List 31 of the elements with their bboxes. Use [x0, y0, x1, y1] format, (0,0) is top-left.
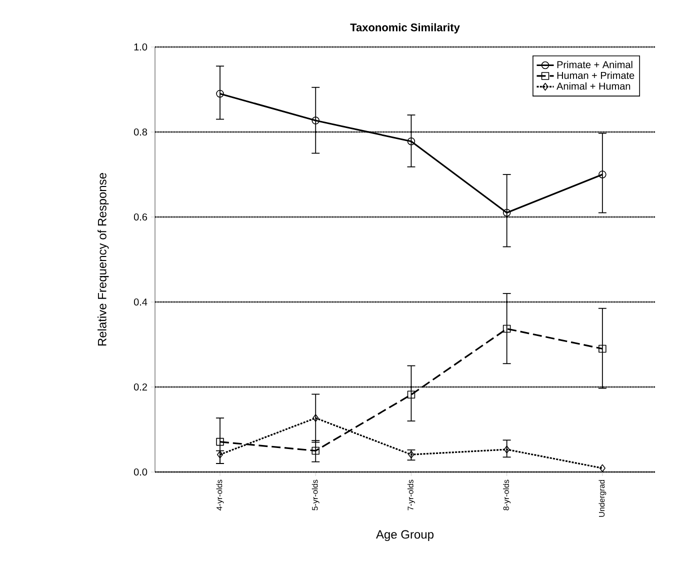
legend-label: Human + Primate	[557, 72, 634, 79]
y-tick-label: 0.2	[134, 383, 147, 391]
point	[407, 390, 416, 399]
y-tick-label: 0.6	[134, 213, 148, 221]
point	[216, 438, 224, 446]
x-axis-title: Age Group	[376, 530, 434, 542]
point	[502, 324, 511, 333]
point	[502, 208, 511, 217]
legend-label: Animal + Human	[556, 82, 630, 90]
point	[598, 344, 606, 353]
x-tick-label: 8-yr-olds	[503, 480, 511, 510]
legend-label: Primate + Animal	[557, 60, 632, 68]
point	[312, 446, 320, 455]
y-tick-label: 1.0	[134, 43, 148, 51]
point	[408, 450, 414, 458]
chart-title: Taxonomic Similarity	[350, 23, 460, 34]
y-tick-label: 0.8	[134, 128, 148, 136]
point	[598, 170, 606, 178]
y-tick-label: 0.0	[134, 468, 148, 476]
point	[599, 464, 606, 472]
y-tick-label: 0.4	[134, 298, 148, 306]
x-tick-label: 7-yr-olds	[407, 480, 415, 510]
x-tick-label: Undergrad	[598, 480, 606, 517]
point	[312, 414, 319, 422]
point	[407, 137, 416, 146]
point	[216, 90, 224, 98]
x-tick-label: 5-yr-olds	[312, 480, 320, 510]
point	[504, 446, 510, 454]
point	[312, 116, 320, 124]
y-axis-title: Relative Frequency of Response	[98, 173, 109, 346]
x-tick-label: 4-yr-olds	[216, 480, 224, 510]
